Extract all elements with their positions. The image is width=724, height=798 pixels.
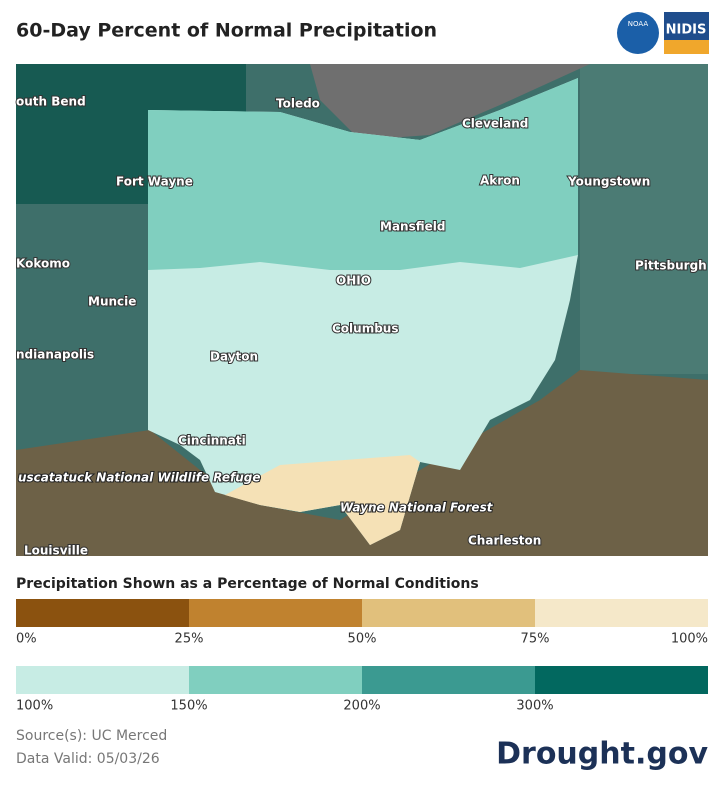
legend-label: 200% [343, 699, 380, 714]
map-label: Fort Wayne [116, 175, 193, 189]
dry-area [16, 370, 708, 556]
legend-label: 300% [516, 699, 553, 714]
legend-swatch [189, 599, 362, 627]
legend-swatch [362, 599, 535, 627]
map: outh Bend Toledo Cleveland Fort Wayne Ak… [15, 64, 708, 559]
legend-label: 100% [16, 699, 53, 714]
legend-swatch [362, 666, 535, 694]
nidis-band [664, 40, 709, 54]
map-label: Youngstown [567, 175, 650, 189]
title: 60-Day Percent of Normal Precipitation [16, 20, 437, 42]
map-label: Cleveland [462, 117, 528, 131]
legend: 0% 25% 50% 75% 100% 100% 150% 200% 300% [16, 599, 708, 714]
map-label: Cincinnati [178, 434, 246, 448]
map-label: Louisville [24, 544, 88, 558]
map-label: Kokomo [16, 257, 70, 271]
legend-label: 50% [348, 632, 377, 647]
legend-label: 150% [170, 699, 207, 714]
brand: Drought.gov [496, 737, 708, 772]
map-label: Charleston [468, 534, 541, 548]
noaa-text: NOAA [628, 20, 649, 28]
wet-area [580, 64, 708, 374]
map-label: OHIO [336, 274, 371, 288]
legend-title: Precipitation Shown as a Percentage of N… [16, 576, 479, 592]
map-label: Wayne National Forest [340, 501, 494, 515]
legend-swatch [16, 666, 189, 694]
date: Data Valid: 05/03/26 [16, 751, 160, 767]
map-label: outh Bend [16, 95, 86, 109]
map-label: Pittsburgh [635, 259, 707, 273]
wet-band [148, 78, 578, 270]
legend-label: 25% [175, 632, 204, 647]
dry-patch [225, 455, 420, 545]
source: Source(s): UC Merced [16, 728, 167, 744]
legend-label: 75% [521, 632, 550, 647]
map-label: Dayton [210, 350, 258, 364]
nidis-text: NIDIS [666, 23, 707, 38]
legend-swatch [535, 666, 708, 694]
legend-swatch [535, 599, 708, 627]
lake-erie [310, 64, 590, 140]
legend-swatch [16, 599, 189, 627]
map-label: Columbus [332, 322, 399, 336]
map-label: Toledo [276, 97, 320, 111]
noaa-logo [617, 12, 659, 54]
legend-label: 0% [16, 632, 37, 647]
map-label: ndianapolis [16, 348, 94, 362]
map-label: Mansfield [380, 220, 445, 234]
legend-swatch [189, 666, 362, 694]
legend-label: 100% [671, 632, 708, 647]
map-label: Akron [480, 174, 520, 188]
map-label: Muncie [88, 295, 136, 309]
map-label: uscatatuck National Wildlife Refuge [18, 471, 261, 485]
